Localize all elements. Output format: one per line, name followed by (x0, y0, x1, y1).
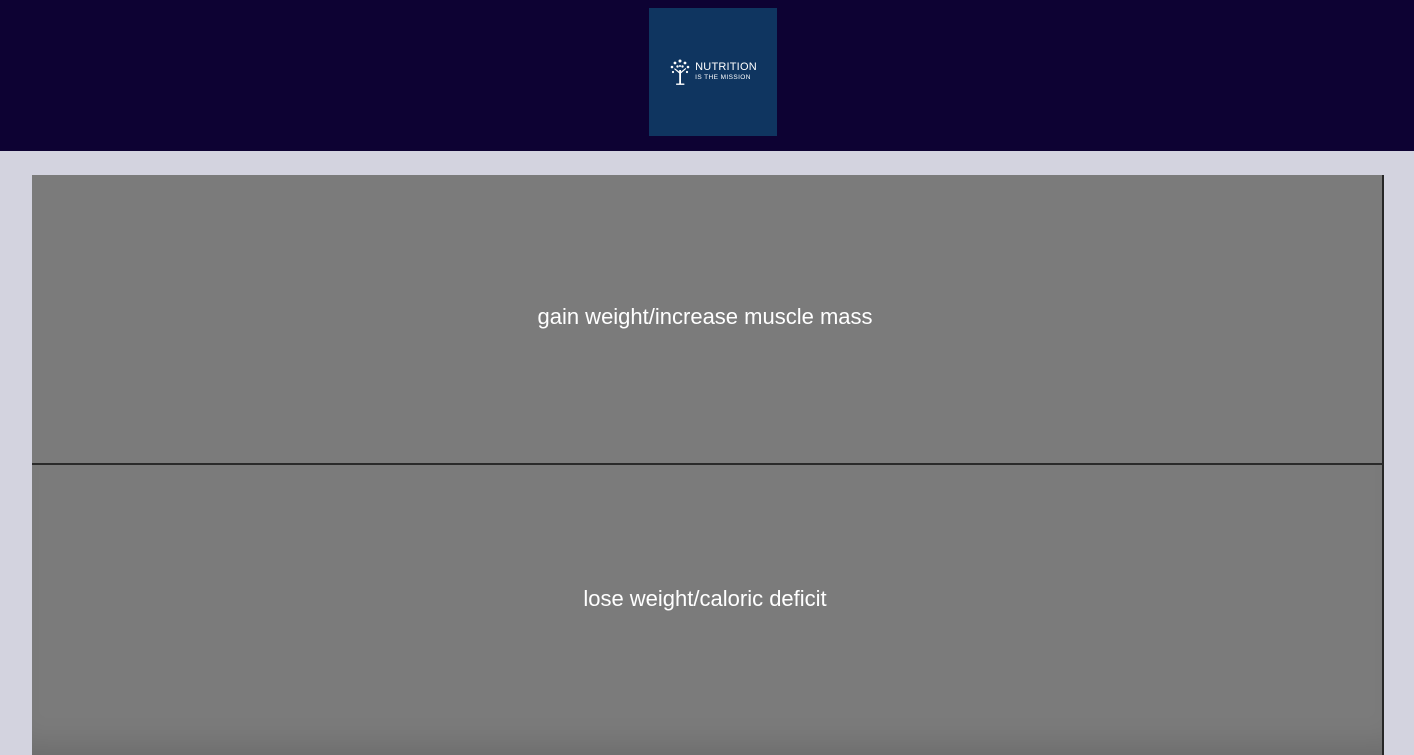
gain-weight-option-label: gain weight/increase muscle mass (537, 304, 873, 329)
logo-text: NUTRITION IS THE MISSION (695, 62, 757, 82)
gain-weight-option[interactable]: gain weight/increase muscle mass (32, 175, 1384, 465)
lose-weight-option-label: lose weight/caloric deficit (583, 586, 827, 611)
nutrition-logo[interactable]: NUTRITION IS THE MISSION (649, 8, 777, 136)
logo-subtitle: IS THE MISSION (695, 74, 751, 82)
logo-title: NUTRITION (695, 61, 757, 74)
lose-weight-option[interactable]: lose weight/caloric deficit (32, 465, 1384, 755)
tree-icon (670, 59, 690, 85)
app-header: NUTRITION IS THE MISSION (0, 0, 1414, 151)
goal-options-container: gain weight/increase muscle mass lose we… (0, 151, 1414, 755)
